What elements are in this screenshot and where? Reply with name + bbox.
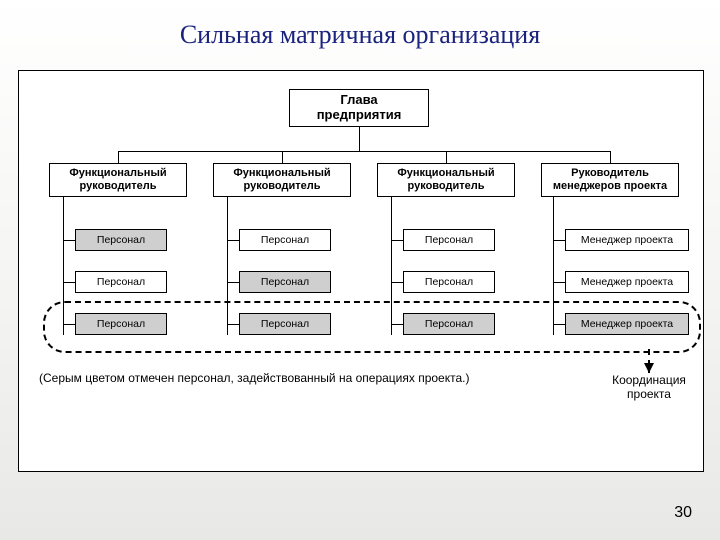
col3-header: Руководитель менеджеров проекта — [541, 163, 679, 197]
root-box: Глава предприятия — [289, 89, 429, 127]
line-col1-r0 — [227, 240, 239, 241]
col1-row2: Персонал — [239, 313, 331, 335]
page-number: 30 — [674, 504, 692, 522]
line-col0-drop — [118, 151, 119, 163]
line-bus — [118, 151, 610, 152]
col3-row0: Менеджер проекта — [565, 229, 689, 251]
col0-row2: Персонал — [75, 313, 167, 335]
line-col1-drop — [282, 151, 283, 163]
line-col2-r2 — [391, 324, 403, 325]
slide-title: Сильная матричная организация — [0, 0, 720, 50]
line-col3-r1 — [553, 282, 565, 283]
line-col3-r2 — [553, 324, 565, 325]
line-col2-drop — [446, 151, 447, 163]
footnote: (Серым цветом отмечен персонал, задейств… — [39, 371, 559, 385]
line-col2-r1 — [391, 282, 403, 283]
col2-row0: Персонал — [403, 229, 495, 251]
col3-row1: Менеджер проекта — [565, 271, 689, 293]
col0-row0: Персонал — [75, 229, 167, 251]
col0-row1: Персонал — [75, 271, 167, 293]
col1-header: Функциональный руководитель — [213, 163, 351, 197]
col2-header: Функциональный руководитель — [377, 163, 515, 197]
coordination-label: Координация проекта — [599, 373, 699, 401]
col0-header: Функциональный руководитель — [49, 163, 187, 197]
line-col1-r1 — [227, 282, 239, 283]
line-col3-stem — [553, 197, 554, 335]
line-col0-r1 — [63, 282, 75, 283]
line-col0-r0 — [63, 240, 75, 241]
col1-row0: Персонал — [239, 229, 331, 251]
line-col1-r2 — [227, 324, 239, 325]
line-col2-stem — [391, 197, 392, 335]
line-col0-stem — [63, 197, 64, 335]
diagram-frame: Глава предприятия Функциональный руковод… — [18, 70, 704, 472]
line-col1-stem — [227, 197, 228, 335]
col2-row1: Персонал — [403, 271, 495, 293]
line-col2-r0 — [391, 240, 403, 241]
line-col3-r0 — [553, 240, 565, 241]
line-col0-r2 — [63, 324, 75, 325]
col2-row2: Персонал — [403, 313, 495, 335]
slide: Сильная матричная организация Глава пред… — [0, 0, 720, 540]
col3-row2: Менеджер проекта — [565, 313, 689, 335]
line-col3-drop — [610, 151, 611, 163]
col1-row1: Персонал — [239, 271, 331, 293]
line-root-down — [359, 127, 360, 151]
